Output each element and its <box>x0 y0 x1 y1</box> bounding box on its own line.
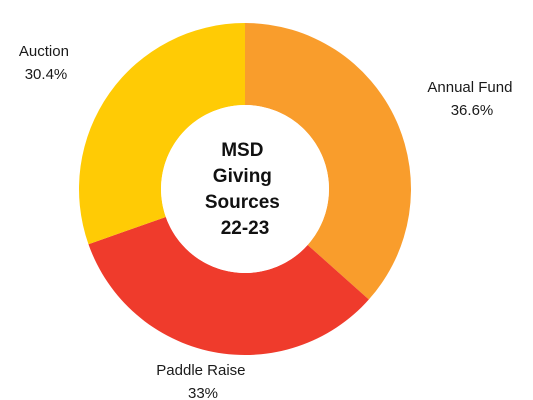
slice-percent-paddle-raise: 33% <box>188 385 218 400</box>
slice-percent-annual-fund: 36.6% <box>451 102 494 119</box>
slice-auction <box>78 23 245 245</box>
center-title-line-2: Giving <box>213 166 272 187</box>
slice-label-paddle-raise: Paddle Raise 33% <box>156 362 249 400</box>
center-title-line-1: MSD <box>221 140 263 161</box>
slice-annual-fund <box>245 23 411 300</box>
slice-label-annual-fund: Annual Fund 36.6% <box>427 79 516 119</box>
slice-name-annual-fund: Annual Fund <box>427 79 512 96</box>
center-title: MSD Giving Sources 22-23 <box>205 140 285 239</box>
slice-percent-auction: 30.4% <box>25 66 68 83</box>
donut-slices <box>78 23 411 355</box>
slice-paddle-raise <box>88 216 369 355</box>
slice-label-auction: Auction 30.4% <box>19 43 73 83</box>
donut-hole <box>161 105 329 273</box>
center-title-line-3: Sources <box>205 192 280 213</box>
slice-name-paddle-raise: Paddle Raise <box>156 362 245 379</box>
slice-name-auction: Auction <box>19 43 69 60</box>
center-title-line-4: 22-23 <box>221 218 270 239</box>
